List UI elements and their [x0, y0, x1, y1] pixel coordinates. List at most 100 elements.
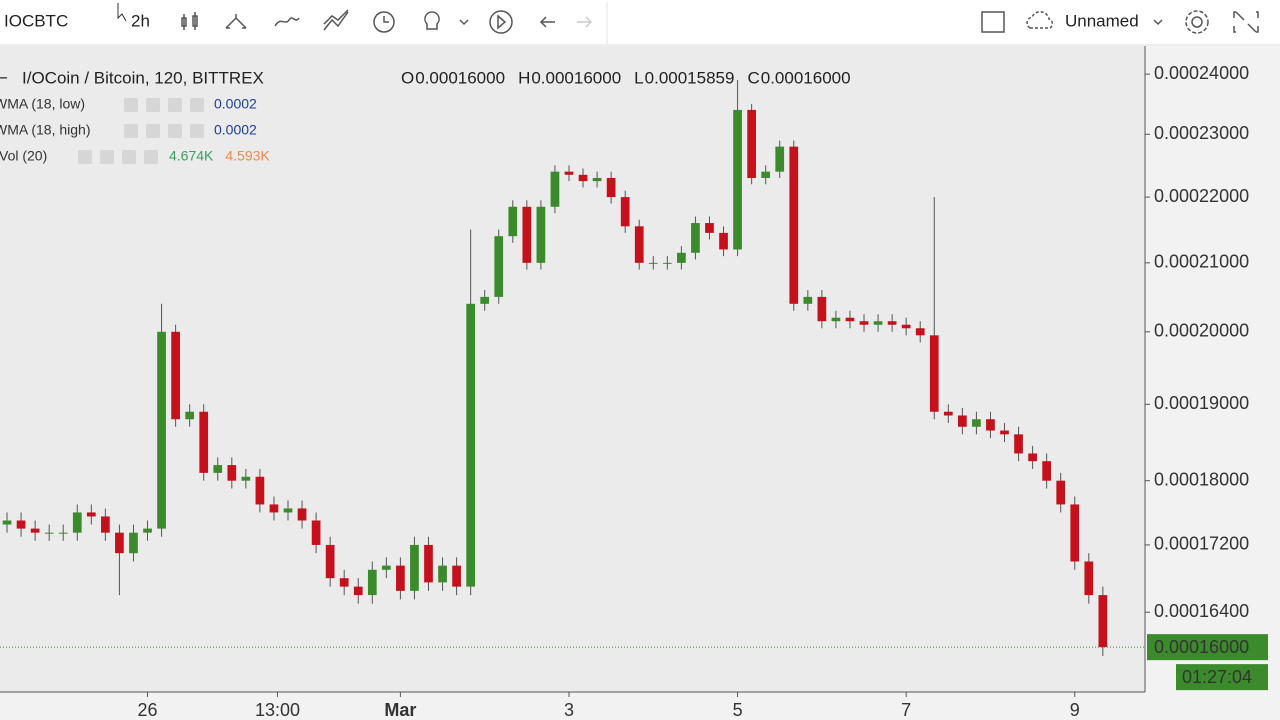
- y-tick-label: 0.00023000: [1154, 123, 1249, 143]
- indicator-name: Vol (20): [0, 148, 47, 164]
- candle-body: [859, 321, 869, 325]
- candle-body: [410, 544, 419, 591]
- candle-body: [592, 177, 602, 182]
- candle-body: [1084, 561, 1094, 596]
- candle-body: [747, 109, 756, 178]
- candle-body: [1070, 504, 1080, 562]
- last-price-label: 0.00016000: [1154, 637, 1249, 657]
- legend-title: −: [0, 68, 8, 87]
- candle-body: [1098, 595, 1108, 648]
- candle-body: [466, 303, 475, 587]
- x-tick-label: Mar: [384, 700, 416, 720]
- candle-body: [536, 206, 546, 263]
- candle-body: [831, 317, 841, 322]
- candle-body: [817, 296, 827, 322]
- y-tick-label: 0.00017200: [1154, 534, 1249, 554]
- candle-body: [381, 565, 391, 570]
- candle-body: [480, 296, 490, 304]
- candle-body: [325, 544, 335, 579]
- candle-body: [620, 197, 630, 227]
- candle-body: [1056, 480, 1066, 505]
- ohlc-value: 0.00015859: [645, 68, 735, 87]
- interval[interactable]: 2h: [131, 11, 150, 30]
- x-tick-label: 7: [901, 700, 911, 720]
- candle-body: [494, 236, 504, 297]
- candle-body: [564, 171, 574, 175]
- candle-body: [129, 532, 138, 554]
- candle-body: [789, 146, 799, 304]
- candle-body: [648, 262, 658, 264]
- candle-body: [185, 411, 195, 420]
- indicator-button: [144, 150, 158, 164]
- toolbar-icons[interactable]: [181, 9, 1259, 34]
- candle-body: [199, 411, 209, 473]
- candle-body: [353, 586, 363, 596]
- y-tick-label: 0.00022000: [1154, 186, 1249, 206]
- y-tick-label: 0.00018000: [1154, 469, 1249, 489]
- candle-body: [269, 504, 279, 513]
- candle-body: [522, 206, 532, 263]
- indicator-value: 4.593K: [225, 148, 270, 164]
- legend-ohlc: O 0.00016000 H 0.00016000 L 0.00015859 C 0.0001…: [401, 68, 851, 87]
- candle-body: [213, 465, 223, 473]
- indicator-button: [168, 124, 182, 138]
- candle-body: [662, 262, 672, 264]
- candle-body: [16, 520, 26, 529]
- layout-name[interactable]: Unnamed: [1065, 11, 1139, 30]
- candle-body: [986, 419, 995, 431]
- candle-body: [705, 223, 714, 233]
- candle-body: [677, 252, 686, 263]
- candle-body: [550, 171, 560, 207]
- candle-body: [943, 411, 953, 416]
- cursor: [117, 3, 127, 22]
- y-tick-label: 0.00021000: [1154, 252, 1249, 272]
- candle-body: [929, 335, 939, 412]
- candle-body: [719, 232, 728, 250]
- indicator-button: [190, 124, 204, 138]
- candle-body: [44, 532, 54, 534]
- x-tick-label: 9: [1070, 700, 1080, 720]
- legend-indicators: WMA (18, low) 0.0002 WMA (18, high) 0.0002 V…: [0, 96, 270, 164]
- candle-body: [691, 223, 700, 253]
- candle-body: [803, 296, 813, 304]
- indicator-name: WMA (18, low): [0, 96, 85, 112]
- candle-body: [634, 226, 644, 263]
- indicator-button: [146, 98, 160, 112]
- indicator-button: [146, 124, 160, 138]
- candle-body: [733, 109, 742, 250]
- symbol[interactable]: IOCBTC: [4, 11, 68, 30]
- toolbar: [0, 0, 1280, 45]
- x-tick-label: 3: [564, 700, 574, 720]
- candle-body: [2, 520, 12, 525]
- countdown: 01:27:04: [1182, 667, 1252, 687]
- candle-body: [171, 331, 180, 420]
- candle-body: [101, 516, 110, 533]
- candle-body: [283, 508, 293, 513]
- candle-body: [157, 331, 166, 529]
- indicator-value: 0.0002: [214, 96, 257, 112]
- indicator-button: [124, 124, 138, 138]
- indicator-value: 0.0002: [214, 122, 257, 138]
- candle-body: [887, 321, 897, 325]
- ohlc-value: 0.00016000: [761, 68, 851, 87]
- legend-title: I/OCoin / Bitcoin, 120, BITTREX: [22, 68, 264, 87]
- y-tick-label: 0.00024000: [1154, 63, 1249, 83]
- candle-body: [227, 465, 237, 481]
- candle-body: [72, 512, 82, 533]
- last-price-box: [1147, 634, 1268, 661]
- candle-body: [775, 146, 785, 172]
- ohlc-label: L: [634, 68, 643, 87]
- ohlc-value: 0.00016000: [531, 68, 621, 87]
- candle-body: [1028, 453, 1037, 462]
- candle-body: [297, 508, 307, 521]
- ohlc-label: H: [518, 68, 530, 87]
- candle-body: [845, 317, 855, 322]
- candle-body: [578, 174, 588, 182]
- y-tick-label: 0.00019000: [1154, 393, 1249, 413]
- candle-body: [873, 321, 883, 325]
- time-axis: [0, 692, 1145, 720]
- candle-body: [255, 476, 265, 505]
- candle-body: [241, 476, 251, 481]
- candle-body: [115, 532, 124, 554]
